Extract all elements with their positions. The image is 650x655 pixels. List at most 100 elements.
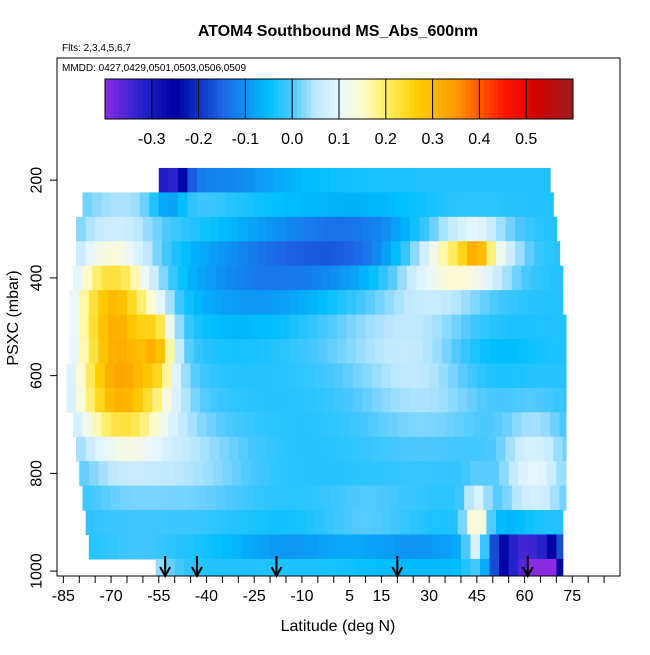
colorbar-swatch xyxy=(465,79,471,119)
heatmap-cell xyxy=(279,338,290,365)
heatmap-cell xyxy=(95,216,106,242)
heatmap-cell xyxy=(495,436,507,462)
heatmap-cell xyxy=(244,265,255,291)
heatmap-cell xyxy=(381,436,392,462)
heatmap-cell xyxy=(499,534,510,560)
heatmap-cell xyxy=(515,387,526,413)
heatmap-cell xyxy=(146,314,157,340)
heatmap-cell xyxy=(190,436,201,462)
heatmap-cell xyxy=(362,436,373,462)
colorbar-swatch xyxy=(324,79,331,119)
heatmap-cell xyxy=(495,363,507,389)
heatmap-cell xyxy=(336,534,348,560)
heatmap-cell xyxy=(425,485,437,511)
colorbar-swatch xyxy=(240,79,246,119)
colorbar-swatch xyxy=(479,79,485,119)
heatmap-cell xyxy=(295,363,306,389)
heatmap-cell xyxy=(394,314,405,340)
heatmap-cell xyxy=(346,461,357,487)
colorbar-swatch xyxy=(446,79,452,119)
heatmap-cell xyxy=(470,338,481,365)
heatmap-cell xyxy=(473,485,484,511)
heatmap-cell xyxy=(114,510,125,536)
colorbar-swatch xyxy=(329,79,335,119)
heatmap-cell xyxy=(422,314,433,340)
heatmap-cell xyxy=(276,387,287,413)
heatmap-cell xyxy=(419,241,430,267)
heatmap xyxy=(66,167,567,576)
heatmap-cell xyxy=(403,461,414,487)
heatmap-cell xyxy=(76,241,87,267)
heatmap-cell xyxy=(216,412,227,438)
heatmap-cell xyxy=(276,216,287,242)
heatmap-cell xyxy=(362,387,373,413)
heatmap-cell xyxy=(425,412,437,438)
heatmap-cell xyxy=(362,241,373,267)
heatmap-cell xyxy=(177,192,189,218)
colorbar-swatch xyxy=(423,79,429,119)
heatmap-cell xyxy=(289,534,300,560)
heatmap-cell xyxy=(111,412,122,438)
heatmap-cell xyxy=(79,314,90,340)
heatmap-cell xyxy=(260,461,271,487)
heatmap-cell xyxy=(508,338,519,365)
colorbar-swatch xyxy=(512,79,518,119)
heatmap-cell xyxy=(289,461,300,487)
heatmap-cell xyxy=(467,436,478,462)
heatmap-cell xyxy=(209,216,220,242)
heatmap-cell xyxy=(359,412,370,438)
heatmap-cell xyxy=(152,387,163,413)
heatmap-cell xyxy=(486,241,497,267)
heatmap-cell xyxy=(133,241,144,267)
heatmap-cell xyxy=(464,412,475,438)
heatmap-cell xyxy=(451,338,462,365)
heatmap-cell xyxy=(330,412,341,438)
heatmap-cell xyxy=(445,192,456,218)
heatmap-cell xyxy=(508,314,519,340)
colorbar-swatch xyxy=(315,79,321,119)
colorbar-swatch xyxy=(222,79,228,119)
heatmap-cell xyxy=(139,265,150,291)
heatmap-cell xyxy=(187,167,198,193)
heatmap-cell xyxy=(473,167,484,193)
heatmap-cell xyxy=(470,290,481,316)
heatmap-cell xyxy=(117,314,128,340)
heatmap-cell xyxy=(95,436,106,462)
heatmap-cell xyxy=(149,265,160,291)
heatmap-cell xyxy=(537,290,548,316)
colorbar-swatch xyxy=(179,79,186,119)
heatmap-cell xyxy=(238,510,249,536)
heatmap-cell xyxy=(69,290,80,316)
heatmap-cell xyxy=(270,338,281,365)
colorbar-swatch xyxy=(193,79,200,119)
heatmap-cell xyxy=(251,314,262,340)
heatmap-cell xyxy=(305,363,316,389)
heatmap-cell xyxy=(254,167,265,193)
heatmap-cell xyxy=(400,510,411,536)
heatmap-cell xyxy=(273,192,284,218)
heatmap-cell xyxy=(438,510,449,536)
heatmap-cell xyxy=(429,387,440,413)
heatmap-cell xyxy=(244,192,255,218)
heatmap-cell xyxy=(476,387,487,413)
heatmap-cell xyxy=(445,485,456,511)
colorbar-swatch xyxy=(385,79,391,119)
heatmap-cell xyxy=(184,461,195,487)
heatmap-cell xyxy=(181,216,192,242)
heatmap-cell xyxy=(562,363,567,389)
heatmap-cell xyxy=(327,338,338,365)
heatmap-cell xyxy=(104,436,115,462)
heatmap-cell xyxy=(161,436,173,462)
heatmap-cell xyxy=(346,290,357,316)
heatmap-cell xyxy=(419,510,430,536)
heatmap-cell xyxy=(515,241,526,267)
heatmap-cell xyxy=(438,216,449,242)
heatmap-cell xyxy=(467,241,478,267)
heatmap-cell xyxy=(355,338,367,365)
heatmap-cell xyxy=(298,534,309,560)
heatmap-cell xyxy=(254,265,265,291)
heatmap-cell xyxy=(327,534,338,560)
heatmap-cell xyxy=(184,338,195,365)
heatmap-cell xyxy=(235,412,246,438)
